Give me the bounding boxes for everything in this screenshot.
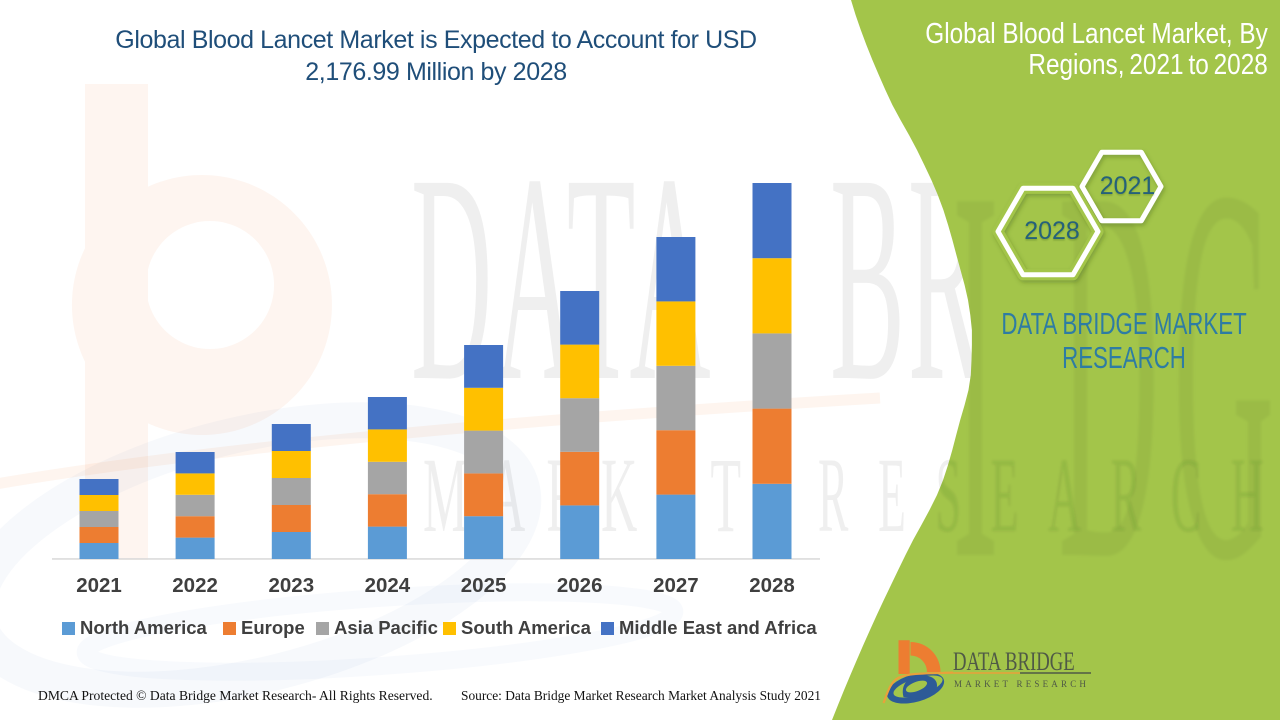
- svg-text:D: D: [1058, 75, 1159, 673]
- svg-text:MARKET RESEARCH: MARKET RESEARCH: [954, 679, 1089, 689]
- svg-text:DATA BRIDGE: DATA BRIDGE: [953, 647, 1075, 676]
- svg-text:G: G: [1173, 75, 1274, 673]
